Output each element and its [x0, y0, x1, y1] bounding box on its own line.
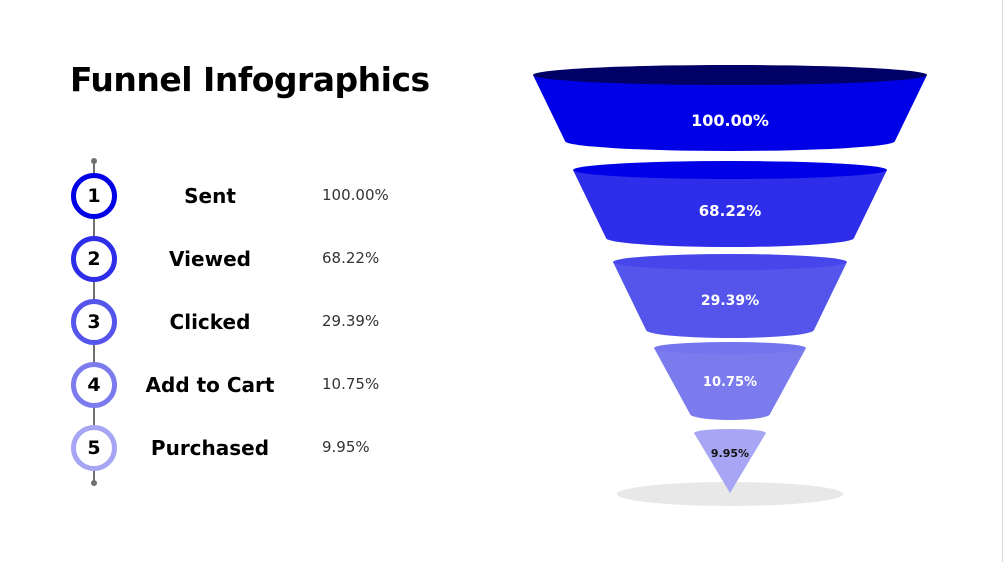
funnel-segment: [694, 433, 766, 493]
funnel-segment: [613, 262, 847, 338]
step-label: Purchased: [150, 436, 270, 460]
funnel-segment-top: [654, 342, 806, 354]
funnel-segment: [654, 348, 806, 420]
funnel-segment: [533, 75, 927, 151]
step-number-circle: 4: [71, 362, 117, 408]
step-number-circle: 1: [71, 173, 117, 219]
timeline-end-dot: [91, 480, 97, 486]
funnel-segment: [573, 170, 887, 247]
funnel-segment-top: [613, 254, 847, 270]
step-number-circle: 3: [71, 299, 117, 345]
step-label: Sent: [184, 184, 236, 208]
step-label: Viewed: [169, 247, 251, 271]
funnel-segment-label: 68.22%: [699, 202, 761, 220]
step-percentage: 9.95%: [322, 438, 370, 456]
step-label: Clicked: [169, 310, 251, 334]
step-number-circle: 5: [71, 425, 117, 471]
step-label: Add to Cart: [145, 373, 275, 397]
funnel-segment-label: 9.95%: [711, 447, 749, 460]
step-percentage: 29.39%: [322, 312, 380, 330]
funnel-segment-top: [533, 65, 927, 85]
funnel-segment-label: 100.00%: [691, 111, 769, 130]
funnel-shadow: [617, 482, 843, 506]
step-percentage: 10.75%: [322, 375, 380, 393]
page-title: Funnel Infographics: [70, 60, 430, 99]
funnel-segment-top: [573, 161, 887, 179]
step-number-circle: 2: [71, 236, 117, 282]
funnel-segment-label: 10.75%: [703, 375, 757, 390]
funnel-segment-top: [694, 429, 766, 437]
funnel-segment-label: 29.39%: [701, 293, 759, 309]
timeline-start-dot: [91, 158, 97, 164]
step-percentage: 68.22%: [322, 249, 380, 267]
step-percentage: 100.00%: [322, 186, 389, 204]
